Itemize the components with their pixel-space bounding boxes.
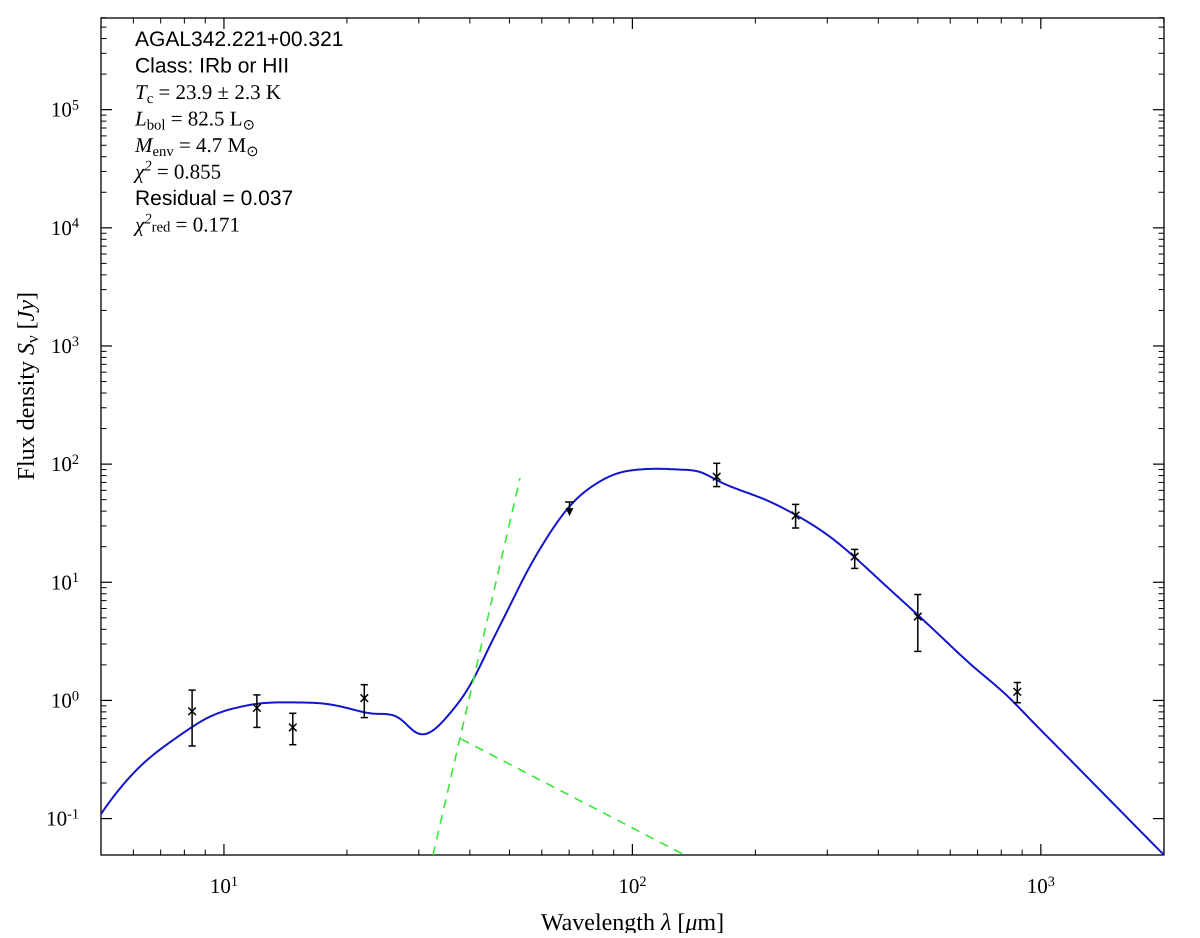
svg-text:104: 104 [51, 216, 79, 240]
svg-text:Class: IRb or HII: Class: IRb or HII [135, 55, 289, 78]
svg-text:χ2 = 0.855: χ2 = 0.855 [133, 159, 221, 184]
svg-text:Wavelength λ [μm]: Wavelength λ [μm] [541, 910, 724, 933]
svg-text:102: 102 [618, 874, 646, 898]
svg-text:Residual = 0.037: Residual = 0.037 [135, 187, 293, 210]
svg-text:102: 102 [51, 452, 79, 476]
svg-text:AGAL342.221+00.321: AGAL342.221+00.321 [135, 28, 343, 51]
svg-text:100: 100 [51, 688, 79, 712]
svg-text:103: 103 [1027, 874, 1055, 898]
svg-text:105: 105 [51, 98, 79, 122]
svg-text:χ2red = 0.171: χ2red = 0.171 [133, 212, 240, 237]
svg-text:101: 101 [51, 570, 79, 594]
svg-text:Lbol = 82.5 L⊙: Lbol = 82.5 L⊙ [134, 107, 255, 134]
svg-text:10-1: 10-1 [46, 807, 79, 831]
svg-text:Tc = 23.9 ± 2.3 K: Tc = 23.9 ± 2.3 K [135, 80, 281, 107]
svg-text:103: 103 [51, 334, 79, 358]
svg-text:Menv = 4.7 M⊙: Menv = 4.7 M⊙ [134, 133, 259, 160]
svg-text:101: 101 [210, 874, 238, 898]
